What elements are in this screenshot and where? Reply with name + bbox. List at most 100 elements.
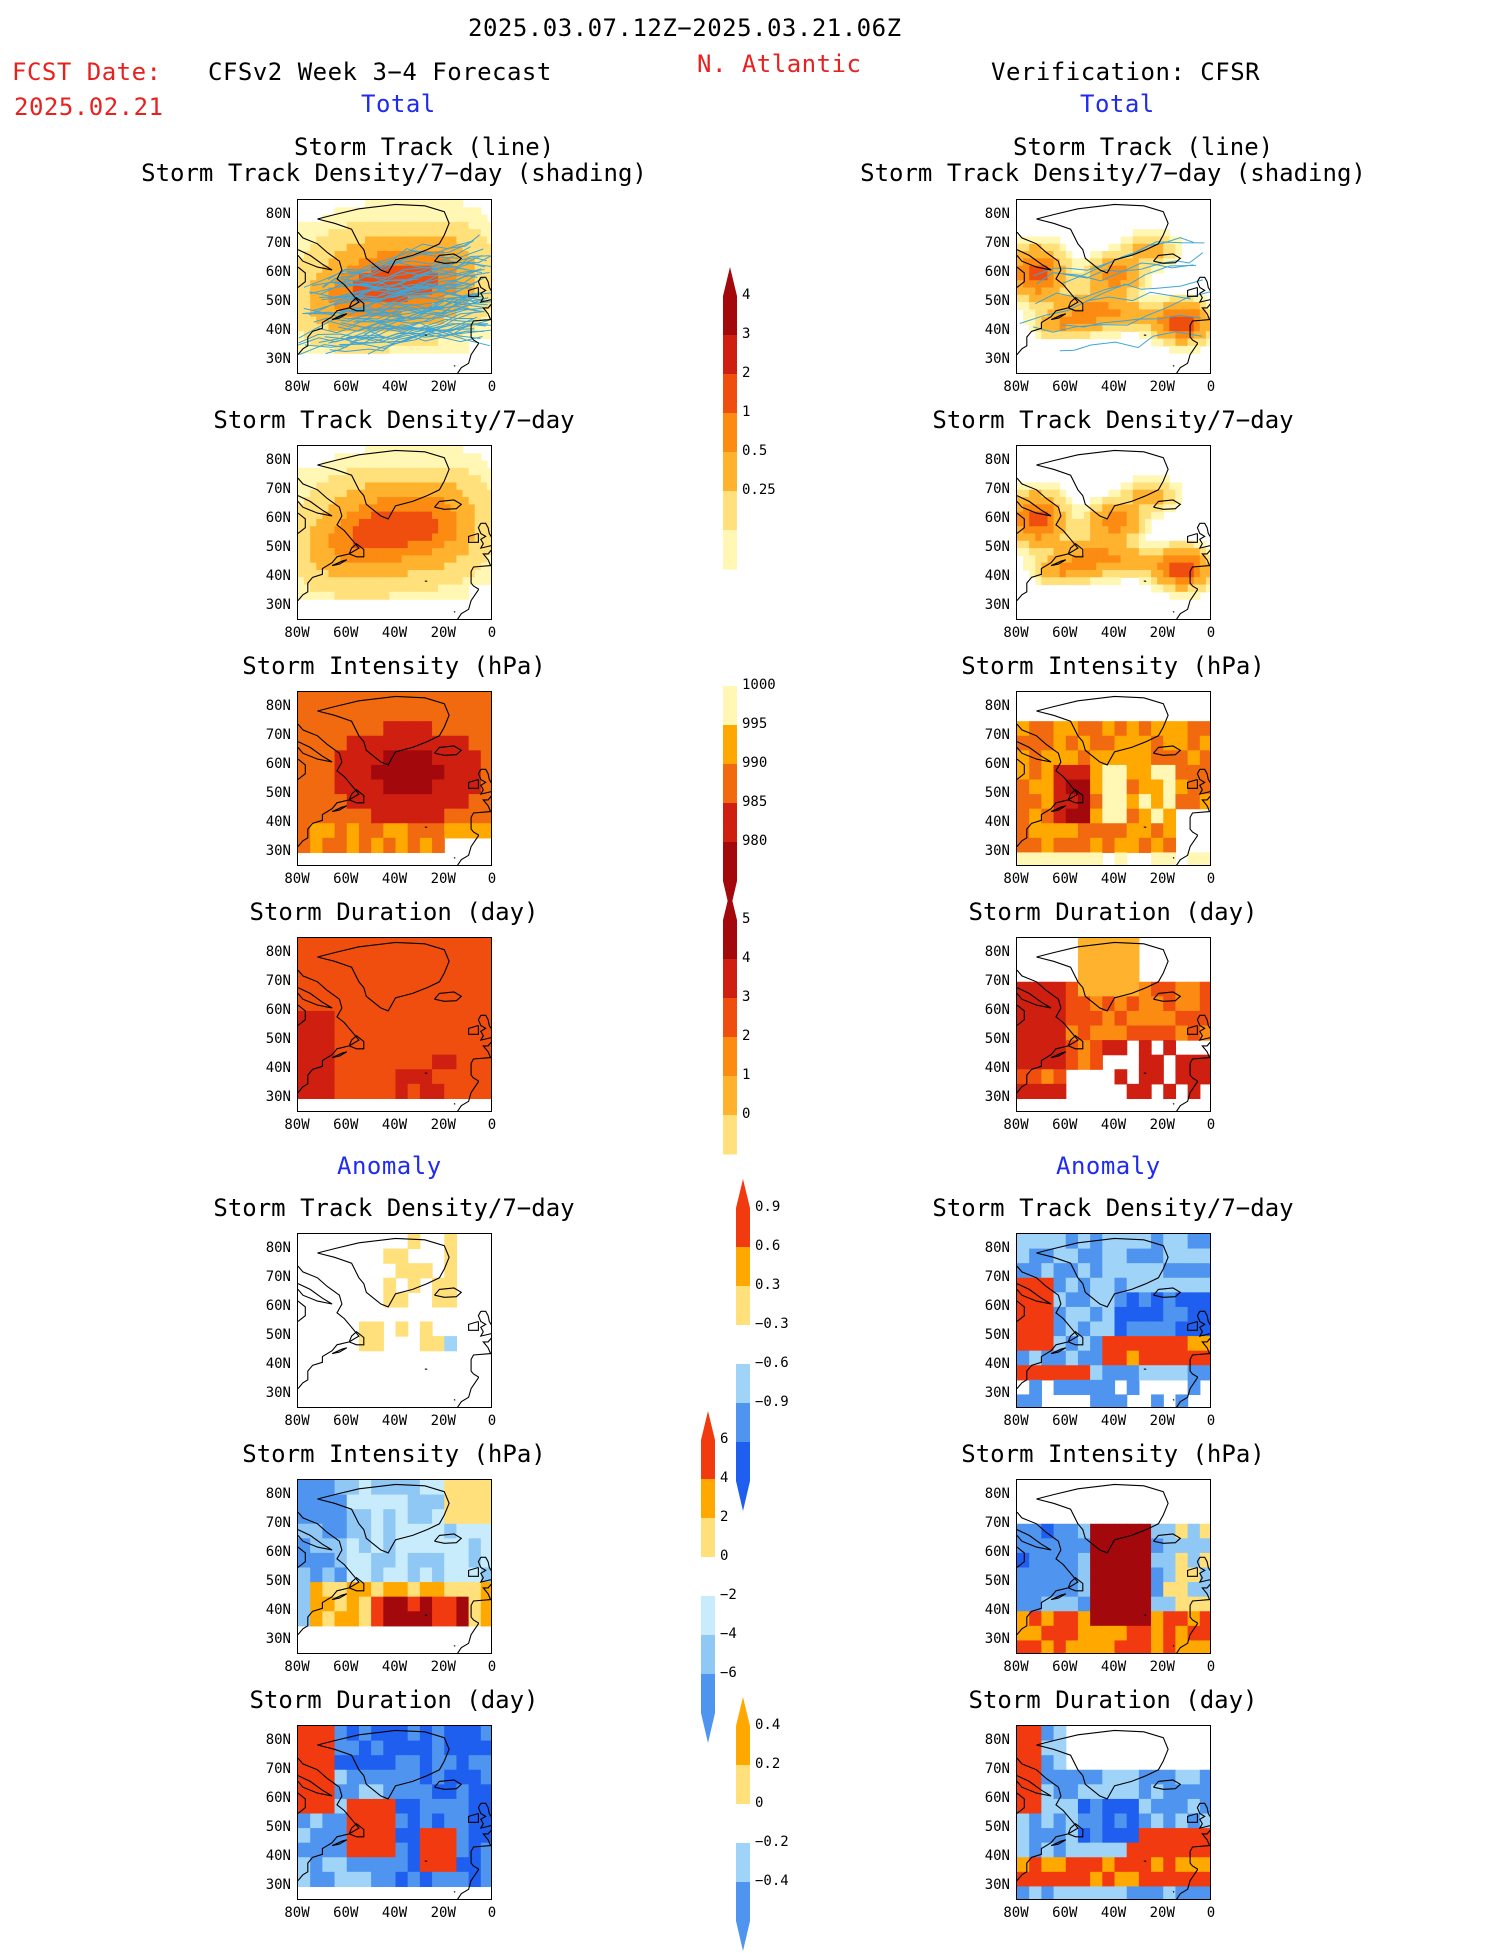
colorbar-tick-label: 995	[742, 717, 767, 731]
fcst-date-value: 2025.02.21	[14, 95, 164, 119]
colorbar-tick-label: 4	[742, 288, 750, 302]
lat-tick-label: 80N	[966, 1487, 1010, 1501]
lon-tick-label: 60W	[1045, 380, 1085, 394]
lat-tick-label: 50N	[966, 294, 1010, 308]
map-obs-duration-anom	[1016, 1725, 1211, 1900]
coastline	[1173, 857, 1174, 858]
title-track-line-right: Storm Track (line)	[1013, 135, 1213, 159]
lat-tick-label: 80N	[247, 207, 291, 221]
lon-tick-label: 60W	[1045, 1660, 1085, 1674]
lat-tick-label: 70N	[247, 482, 291, 496]
coastline	[454, 365, 455, 366]
colorbar-tick-label: −0.6	[755, 1356, 789, 1370]
coastline	[454, 1645, 455, 1646]
lat-tick-label: 40N	[247, 1061, 291, 1075]
lat-tick-label: 80N	[966, 1733, 1010, 1747]
lon-tick-label: 20W	[423, 872, 463, 886]
lat-tick-label: 70N	[966, 1516, 1010, 1530]
lon-tick-label: 60W	[326, 1414, 366, 1428]
coastline	[1173, 611, 1174, 612]
colorbar-tick-label: 2	[720, 1510, 728, 1524]
colorbar-tick-label: 990	[742, 756, 767, 770]
lat-tick-label: 70N	[247, 974, 291, 988]
title-duration-anom-right: Storm Duration (day)	[913, 1688, 1313, 1712]
title-track-shading-left: Storm Track Density/7−day (shading)	[134, 161, 654, 185]
lon-tick-label: 20W	[1142, 380, 1182, 394]
lon-tick-label: 0	[1191, 380, 1231, 394]
title-track-line-left: Storm Track (line)	[294, 135, 494, 159]
lat-tick-label: 40N	[247, 1357, 291, 1371]
title-intensity-anom-right: Storm Intensity (hPa)	[913, 1442, 1313, 1466]
lon-tick-label: 20W	[423, 1906, 463, 1920]
region-title: N. Atlantic	[697, 52, 861, 76]
coastline	[1173, 365, 1174, 366]
map-fcst-duration	[297, 937, 492, 1112]
map-obs-duration	[1016, 937, 1211, 1112]
lat-tick-label: 30N	[247, 844, 291, 858]
lon-tick-label: 20W	[423, 380, 463, 394]
colorbar-tick-label: 1	[742, 405, 750, 419]
lat-tick-label: 40N	[966, 569, 1010, 583]
lat-tick-label: 40N	[966, 323, 1010, 337]
lon-tick-label: 60W	[326, 1660, 366, 1674]
lat-tick-label: 80N	[247, 699, 291, 713]
lon-tick-label: 20W	[423, 1118, 463, 1132]
lat-tick-label: 70N	[247, 728, 291, 742]
lat-tick-label: 50N	[247, 786, 291, 800]
lat-tick-label: 70N	[966, 236, 1010, 250]
colorbar-tick-label: −4	[720, 1627, 737, 1641]
lat-tick-label: 60N	[247, 1791, 291, 1805]
lon-tick-label: 40W	[1094, 1660, 1134, 1674]
colorbar-tick-label: 985	[742, 795, 767, 809]
lat-tick-label: 40N	[247, 1849, 291, 1863]
map-fcst-intensity	[297, 691, 492, 866]
colorbar-tick-label: 2	[742, 1029, 750, 1043]
colorbar-tick-label: 0.4	[755, 1718, 780, 1732]
lon-tick-label: 20W	[423, 1660, 463, 1674]
lon-tick-label: 60W	[1045, 872, 1085, 886]
lon-tick-label: 40W	[1094, 1906, 1134, 1920]
colorbar-tick-label: −0.3	[755, 1317, 789, 1331]
coastline	[1173, 1103, 1174, 1104]
title-density-right: Storm Track Density/7−day	[913, 408, 1313, 432]
lon-tick-label: 0	[472, 1414, 512, 1428]
lat-tick-label: 30N	[247, 1878, 291, 1892]
colorbar-duration-total	[722, 890, 738, 1156]
colorbar-tick-label: −6	[720, 1666, 737, 1680]
lat-tick-label: 80N	[966, 207, 1010, 221]
coastline	[1173, 1645, 1174, 1646]
lat-tick-label: 50N	[966, 1328, 1010, 1342]
lon-tick-label: 80W	[996, 1906, 1036, 1920]
lon-tick-label: 40W	[375, 1118, 415, 1132]
lat-tick-label: 70N	[966, 728, 1010, 742]
total-right-label: Total	[1080, 92, 1155, 116]
lat-tick-label: 40N	[966, 1061, 1010, 1075]
lon-tick-label: 20W	[1142, 1660, 1182, 1674]
date-range-title: 2025.03.07.12Z−2025.03.21.06Z	[468, 16, 902, 40]
lon-tick-label: 80W	[277, 1118, 317, 1132]
map-obs-density	[1016, 445, 1211, 620]
colorbar-tick-label: 5	[742, 912, 750, 926]
lon-tick-label: 40W	[1094, 380, 1134, 394]
coastline	[454, 857, 455, 858]
colorbar-intensity-anom	[700, 1410, 716, 1745]
colorbar-duration-anom	[735, 1696, 751, 1953]
lon-tick-label: 0	[472, 1906, 512, 1920]
title-track-shading-right: Storm Track Density/7−day (shading)	[853, 161, 1373, 185]
colorbar-density-total	[722, 266, 738, 571]
lon-tick-label: 20W	[1142, 1414, 1182, 1428]
lat-tick-label: 70N	[966, 1762, 1010, 1776]
title-density-left: Storm Track Density/7−day	[194, 408, 594, 432]
coastline	[478, 1311, 492, 1336]
lon-tick-label: 0	[472, 380, 512, 394]
title-density-anom-right: Storm Track Density/7−day	[913, 1196, 1313, 1220]
colorbar-tick-label: 0.25	[742, 483, 776, 497]
lat-tick-label: 50N	[966, 786, 1010, 800]
lon-tick-label: 40W	[375, 1906, 415, 1920]
lat-tick-label: 50N	[966, 1820, 1010, 1834]
lon-tick-label: 80W	[996, 626, 1036, 640]
lon-tick-label: 40W	[1094, 1414, 1134, 1428]
colorbar-tick-label: 0	[755, 1796, 763, 1810]
lon-tick-label: 40W	[1094, 872, 1134, 886]
lat-tick-label: 40N	[966, 1357, 1010, 1371]
